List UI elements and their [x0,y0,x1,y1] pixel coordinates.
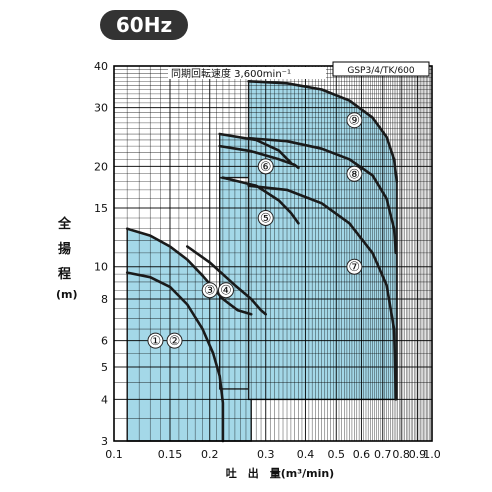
y-axis-label-1: 全 [58,217,72,232]
curve-label-7: ⑦ [349,260,361,275]
plot-frame [113,65,433,442]
y-tick-label: 8 [101,293,108,306]
y-tick-label: 5 [101,361,108,374]
y-tick-label: 30 [94,102,108,115]
label-circle-5 [257,209,274,226]
y-axis-label-3: 程 [58,267,72,282]
curve-2 [125,227,253,316]
curve-9 [247,80,399,183]
chart-title: 同期回転速度 3,600min⁻¹ [171,67,291,80]
y-tick-label: 15 [94,202,108,215]
model-label: GSP3/4/TK/600 [347,66,415,76]
frequency-badge: 60Hz [100,10,188,40]
curve-4 [221,176,300,225]
x-tick-label: 0.1 [105,448,123,461]
curve-3 [186,245,267,316]
x-tick-label: 1.0 [423,448,441,461]
x-tick-label: 0.4 [297,448,315,461]
y-tick-label: 3 [101,435,108,448]
curve-label-2: ② [169,334,181,349]
curve-label-1: ① [150,334,162,349]
label-circle-7 [346,258,363,275]
curve-7 [247,184,398,401]
axis-ticks: 0.1 0.15 0.2 0.3 0.4 0.5 0.6 0.7 0.80.91.0 3 4 5 6 8 1… [94,60,441,461]
y-tick-label: 10 [94,261,108,274]
y-axis-label-4: (m) [56,288,78,301]
curve-label-9: ⑨ [349,114,361,129]
y-axis-label-2: 揚 [58,242,72,257]
label-circle-1 [147,332,164,349]
curve-6 [218,132,293,165]
x-tick-label: 0.3 [257,448,275,461]
label-circle-6 [257,158,274,175]
y-tick-label: 6 [101,335,108,348]
curve-label-6: ⑥ [260,160,272,175]
label-circle-8 [346,165,363,182]
label-circle-3 [201,282,218,299]
curve-1 [125,271,225,443]
y-tick-label: 40 [94,60,108,73]
curve-8 [247,136,398,255]
label-circle-2 [166,332,183,349]
label-circle-4 [217,282,234,299]
curve-5 [218,144,300,170]
x-tick-label: 0.15 [158,448,183,461]
curve-labels: ① ② ③ ④ ⑤ ⑥ ⑦ ⑧ ⑨ [147,112,363,349]
curve-label-4: ④ [220,284,232,299]
x-tick-label: 0.9 [409,448,427,461]
curve-label-3: ③ [204,284,216,299]
y-tick-label: 4 [101,393,108,406]
x-tick-label: 0.6 [353,448,371,461]
model-box [332,61,430,77]
x-tick-label: 0.8 [392,448,410,461]
curve-label-5: ⑤ [260,211,272,226]
pump-curves [125,80,399,443]
x-tick-label: 0.7 [374,448,392,461]
x-tick-label: 0.2 [201,448,219,461]
header-band [168,67,326,79]
label-circle-9 [346,112,363,129]
curve-label-8: ⑧ [349,167,361,182]
x-axis-label: 吐 出 量(m³/min) [226,466,334,480]
x-tick-label: 0.5 [328,448,346,461]
y-tick-label: 20 [94,160,108,173]
